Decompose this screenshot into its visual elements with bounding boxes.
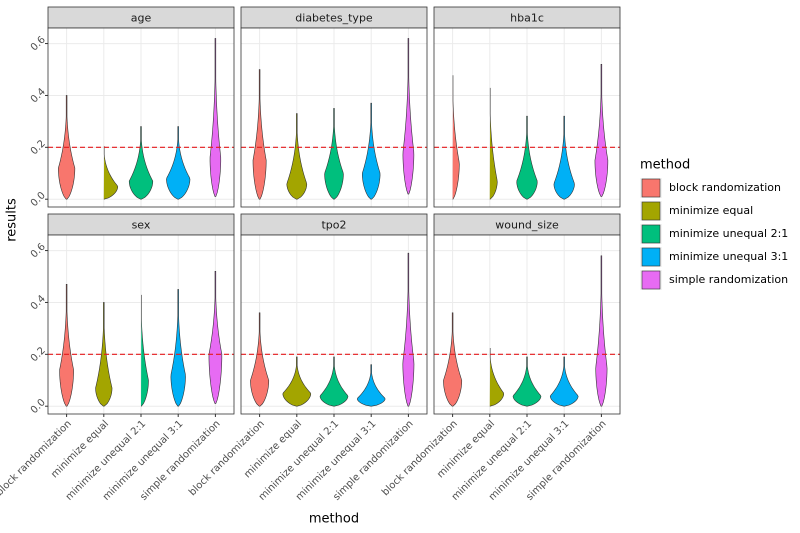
y-tick-label: 0.4: [29, 293, 48, 312]
facet-title: sex: [132, 219, 151, 232]
violin: [402, 38, 415, 195]
violin: [250, 312, 270, 407]
violin: [324, 108, 344, 200]
violin: [208, 271, 223, 404]
violin: [286, 113, 308, 200]
legend-label: minimize equal: [669, 204, 753, 217]
y-axis-title: results: [5, 198, 20, 242]
y-tick-label: 0.2: [29, 345, 48, 364]
violin: [402, 252, 415, 407]
legend-swatch: [641, 247, 661, 267]
violin: [452, 75, 460, 200]
x-tick-label: block randomization: [187, 418, 267, 498]
violin: [209, 38, 222, 197]
legend-title: method: [640, 158, 690, 173]
legend-swatch: [641, 224, 661, 244]
violin: [170, 289, 186, 407]
violin: [595, 255, 608, 407]
violin: [594, 64, 609, 197]
panel-border: [240, 27, 428, 208]
y-tick-label: 0.0: [29, 397, 48, 416]
violin: [282, 356, 312, 407]
violin: [95, 302, 113, 407]
facet-title: diabetes_type: [295, 12, 373, 25]
panel-border: [433, 27, 621, 208]
legend-label: simple randomization: [669, 273, 788, 286]
legend-swatch: [641, 178, 661, 198]
x-tick-label: block randomization: [380, 418, 460, 498]
y-tick-label: 0.0: [29, 190, 48, 209]
facet-title: age: [131, 12, 152, 25]
violin: [489, 348, 505, 407]
violin: [549, 356, 579, 407]
violin: [553, 115, 575, 200]
legend-swatch: [641, 270, 661, 290]
panel-border: [47, 27, 235, 208]
legend-label: minimize unequal 3:1: [669, 250, 788, 263]
y-tick-label: 0.6: [29, 34, 48, 53]
violin: [356, 364, 386, 407]
violin: [59, 283, 74, 407]
violin: [443, 312, 463, 407]
legend-label: minimize unequal 2:1: [669, 227, 788, 240]
violin: [362, 102, 381, 200]
violin: [141, 294, 149, 407]
legend-label: block randomization: [669, 181, 781, 194]
legend-swatch: [641, 201, 661, 221]
facet-title: tpo2: [321, 219, 346, 232]
violin: [512, 356, 542, 407]
violin: [128, 126, 154, 200]
x-axis-title: method: [309, 512, 359, 527]
violin: [489, 87, 498, 200]
facet-title: hba1c: [510, 12, 544, 25]
violin: [319, 356, 349, 407]
y-tick-label: 0.6: [29, 241, 48, 260]
facet-title: wound_size: [495, 219, 559, 232]
violin: [166, 126, 191, 200]
y-tick-label: 0.4: [29, 86, 48, 105]
violin: [516, 115, 538, 200]
violin: [252, 69, 267, 200]
y-tick-label: 0.2: [29, 138, 48, 157]
violin: [103, 146, 119, 200]
